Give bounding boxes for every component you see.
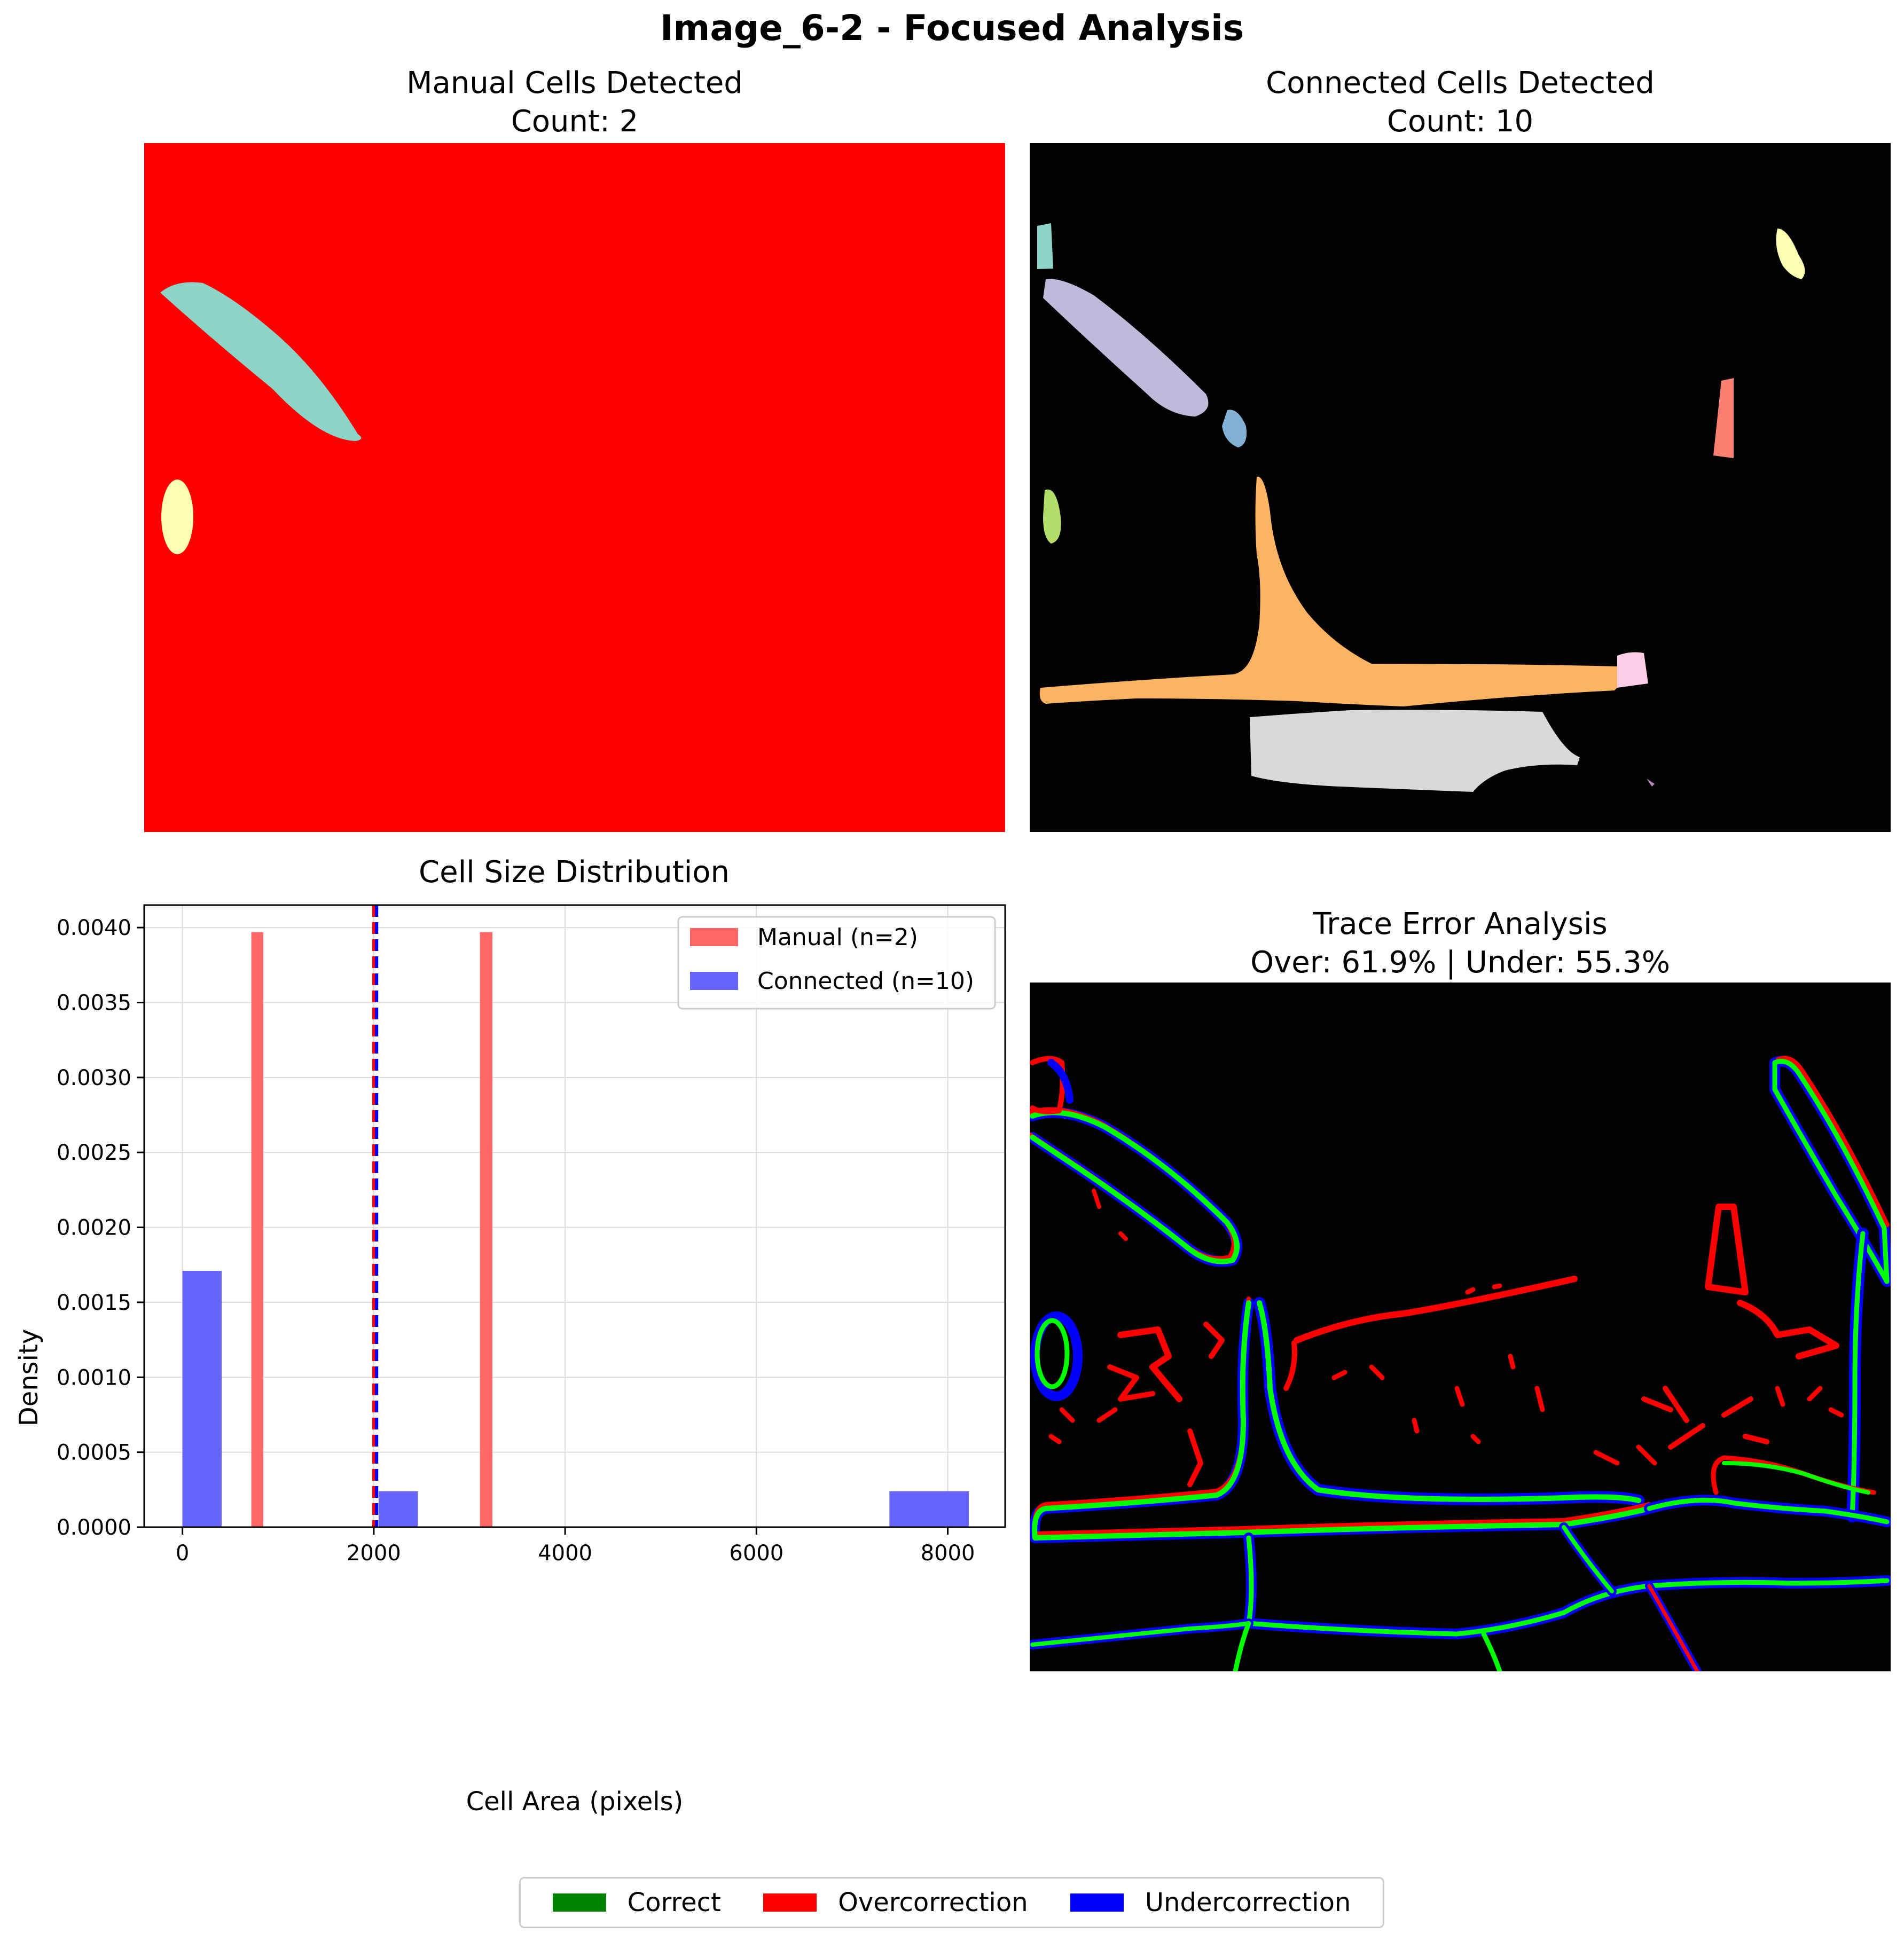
legend-swatch-manual <box>690 928 738 946</box>
trace-title-line1: Trace Error Analysis <box>1313 907 1608 941</box>
legend-swatch-connected <box>690 972 738 990</box>
legend-label-connected: Connected (n=10) <box>757 968 974 995</box>
trace-panel-title: Trace Error Analysis Over: 61.9% | Under… <box>1030 905 1891 982</box>
chart-legend-box <box>677 916 996 1010</box>
bottom-legend: Correct Overcorrection Undercorrection <box>519 1877 1384 1928</box>
connected-cell-7 <box>1039 476 1627 706</box>
x-tick-label: 4000 <box>538 1541 592 1566</box>
connected-cell-2 <box>1043 279 1209 417</box>
manual-panel-title: Manual Cells Detected Count: 2 <box>144 64 1005 141</box>
chart-legend: Manual (n=2) Connected (n=10) <box>677 916 996 1010</box>
connected-cell-1 <box>1037 223 1053 269</box>
manual-title-line2: Count: 2 <box>511 104 639 139</box>
y-tick-label: 0.0010 <box>57 1365 131 1390</box>
x-tick-label: 8000 <box>921 1541 975 1566</box>
legend-label-correct: Correct <box>627 1888 721 1918</box>
trace-paths <box>1030 1056 1891 1671</box>
connected-cell-3 <box>1222 410 1247 447</box>
legend-item-overcorrection: Overcorrection <box>763 1888 1028 1918</box>
y-tick-label: 0.0015 <box>57 1291 131 1315</box>
y-tick-label: 0.0035 <box>57 991 131 1015</box>
chart-mean-lines <box>372 905 379 1527</box>
legend-swatch-undercorrection <box>1070 1893 1124 1912</box>
manual-cell-elongated <box>160 282 362 441</box>
x-tick-label: 2000 <box>347 1541 401 1566</box>
y-tick-label: 0.0020 <box>57 1216 131 1240</box>
legend-swatch-overcorrection <box>763 1893 817 1912</box>
connected-cell-8 <box>1617 652 1648 688</box>
y-tick-label: 0.0025 <box>57 1141 131 1165</box>
chart-y-ticks: 0.0000 0.0005 0.0010 0.0015 0.0020 0.0025 0.00… <box>57 916 144 1540</box>
x-axis-label: Cell Area (pixels) <box>466 1787 684 1817</box>
y-tick-label: 0.0005 <box>57 1441 131 1465</box>
connected-title-line2: Count: 10 <box>1386 104 1534 139</box>
chart-plot-frame <box>143 904 1006 1528</box>
trace-background <box>1030 983 1891 1671</box>
y-tick-label: 0.0030 <box>57 1066 131 1090</box>
connected-cell-6 <box>1713 378 1734 458</box>
legend-label-manual: Manual (n=2) <box>757 924 918 951</box>
bar-manual-1 <box>480 932 492 1527</box>
connected-cell-4 <box>1043 489 1061 544</box>
connected-title-line1: Connected Cells Detected <box>1266 66 1655 100</box>
connected-cell-10 <box>1647 779 1655 787</box>
legend-item-correct: Correct <box>552 1888 721 1918</box>
connected-cells-image <box>1030 143 1891 832</box>
manual-title-line1: Manual Cells Detected <box>406 66 743 100</box>
manual-cells-image <box>144 143 1005 832</box>
y-tick-label: 0.0040 <box>57 916 131 940</box>
bar-connected-1 <box>378 1491 418 1527</box>
cell-size-distribution-chart: Cell Size Distribution 0 2000 4000 6000 8000… <box>14 855 1006 1817</box>
legend-item-undercorrection: Undercorrection <box>1070 1888 1351 1918</box>
bar-connected-2 <box>889 1491 969 1527</box>
connected-cell-5 <box>1776 229 1805 279</box>
trace-error-image <box>1030 983 1891 1671</box>
chart-bars <box>182 932 969 1527</box>
y-axis-label: Density <box>14 1329 44 1426</box>
x-tick-label: 6000 <box>729 1541 783 1566</box>
legend-label-undercorrection: Undercorrection <box>1145 1888 1351 1918</box>
chart-title: Cell Size Distribution <box>419 855 730 890</box>
y-tick-label: 0.0000 <box>57 1515 131 1540</box>
manual-cell-small <box>161 480 193 554</box>
figure-title: Image_6-2 - Focused Analysis <box>660 7 1244 49</box>
bar-manual-0 <box>251 932 263 1527</box>
x-tick-label: 0 <box>176 1541 189 1566</box>
connected-cell-9 <box>1250 710 1580 792</box>
legend-swatch-correct <box>552 1893 606 1912</box>
chart-x-ticks: 0 2000 4000 6000 8000 <box>176 1527 975 1566</box>
bar-connected-0 <box>182 1270 222 1527</box>
legend-label-overcorrection: Overcorrection <box>838 1888 1028 1918</box>
manual-background <box>144 143 1005 832</box>
trace-title-line2: Over: 61.9% | Under: 55.3% <box>1250 945 1670 980</box>
connected-panel-title: Connected Cells Detected Count: 10 <box>1030 64 1891 141</box>
